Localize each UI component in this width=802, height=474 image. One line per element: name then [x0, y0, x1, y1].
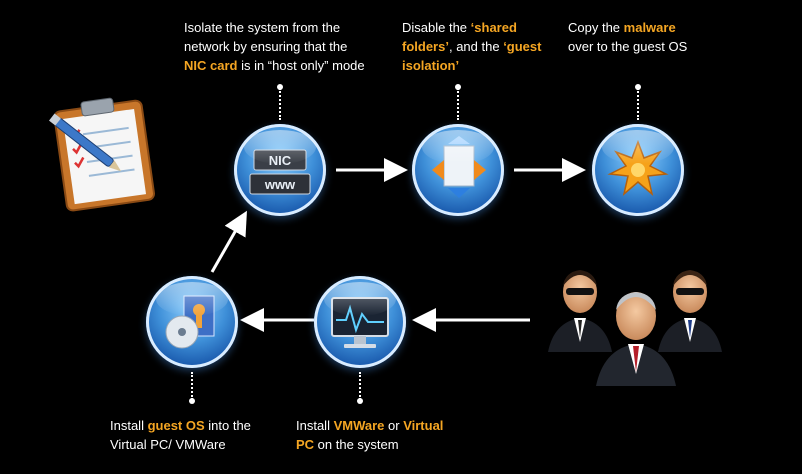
- connector-isolate: [279, 88, 281, 120]
- step-text-part: on the system: [314, 437, 399, 452]
- step-text-part: Install: [110, 418, 148, 433]
- highlight-text: ‘shared: [470, 20, 517, 35]
- malware-icon: [607, 139, 669, 197]
- connector-install-vm: [359, 372, 361, 400]
- arrow-guest-to-nic: [210, 210, 247, 273]
- step-text-part: Isolate the system from the: [184, 20, 341, 35]
- step-text-part: Disable the: [402, 20, 471, 35]
- step-text-part: into the: [204, 418, 251, 433]
- highlight-text: ‘guest: [503, 39, 542, 54]
- highlight-text: malware: [623, 20, 676, 35]
- connector-isolate-end: [277, 84, 283, 90]
- step-text-disable: Disable the ‘shared folders’, and the ‘gu…: [402, 18, 562, 75]
- connector-install-guest: [191, 372, 193, 400]
- step-text-part: or: [384, 418, 404, 433]
- connector-copy-end: [635, 84, 641, 90]
- highlight-text: isolation’: [402, 58, 460, 73]
- connector-install-vm-end: [357, 398, 363, 404]
- step-text-copy: Copy the malware over to the guest OS: [568, 18, 728, 56]
- highlight-text: folders’: [402, 39, 449, 54]
- step-text-part: is in “host only” mode: [237, 58, 365, 73]
- nic-card-icon: NIC www: [249, 149, 311, 195]
- step-text-part: over to the guest OS: [568, 39, 688, 54]
- step-circle-copy: [592, 124, 684, 216]
- step-text-part: Install: [296, 418, 334, 433]
- step-text-isolate: Isolate the system from the network by en…: [184, 18, 398, 75]
- people-group-icon: [548, 270, 722, 386]
- step-circle-disable: [412, 124, 504, 216]
- highlight-text: Virtual: [403, 418, 444, 433]
- connector-install-guest-end: [189, 398, 195, 404]
- connector-disable: [457, 88, 459, 120]
- step-text-install-vm: Install VMWare or Virtual PC on the syste…: [296, 416, 486, 454]
- connector-disable-end: [455, 84, 461, 90]
- nic-label: NIC: [269, 153, 292, 168]
- highlight-text: NIC card: [184, 58, 238, 73]
- step-text-part: Virtual PC/ VMWare: [110, 437, 226, 452]
- step-circle-install-guest: [146, 276, 238, 368]
- www-label: www: [264, 177, 296, 192]
- highlight-text: VMWare: [333, 418, 385, 433]
- shared-folders-icon: [432, 136, 486, 198]
- highlight-text: guest OS: [147, 418, 205, 433]
- monitor-icon: [331, 297, 389, 348]
- step-text-part: network by ensuring that the: [184, 39, 348, 54]
- step-text-part: Copy the: [568, 20, 624, 35]
- step-text-part: , and the: [448, 39, 504, 54]
- clipboard-icon: [49, 97, 156, 212]
- step-circle-isolate: NIC www: [234, 124, 326, 216]
- guest-os-icon: [165, 295, 215, 349]
- connector-copy: [637, 88, 639, 120]
- highlight-text: PC: [296, 437, 315, 452]
- step-text-install-guest: Install guest OS into the Virtual PC/ VMW…: [110, 416, 300, 454]
- step-circle-install-vm: [314, 276, 406, 368]
